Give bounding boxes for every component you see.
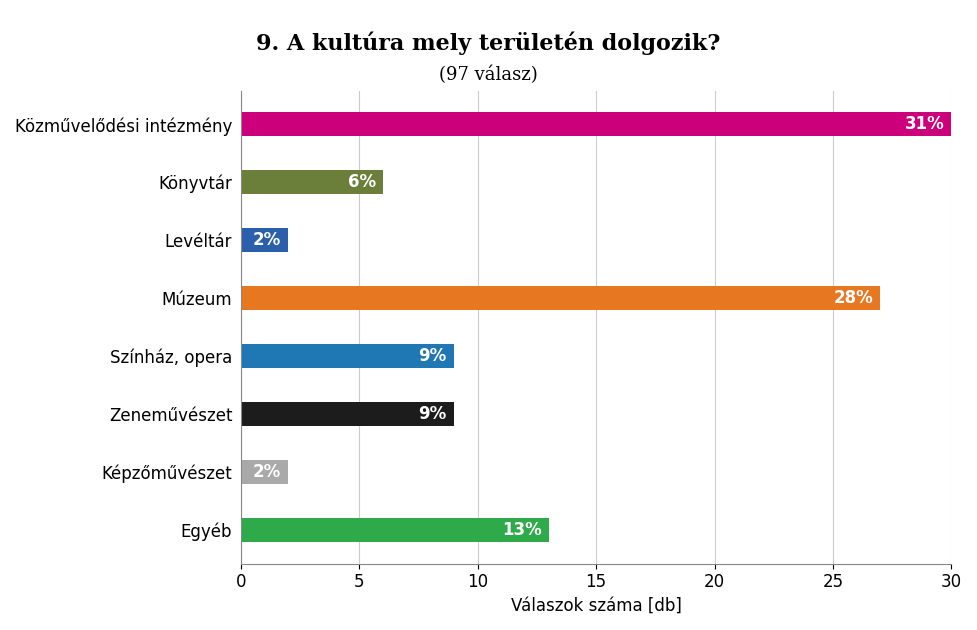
Text: 6%: 6% [348,173,376,192]
X-axis label: Válaszok száma [db]: Válaszok száma [db] [511,597,682,615]
Text: (97 válasz): (97 válasz) [439,66,538,84]
Text: 31%: 31% [905,115,945,134]
Bar [240,402,454,427]
Text: 28%: 28% [833,289,873,307]
Text: 9%: 9% [418,347,446,365]
Bar [240,228,288,253]
Bar [240,286,880,311]
Bar [240,518,549,542]
Text: 9. A kultúra mely területén dolgozik?: 9. A kultúra mely területén dolgozik? [256,32,721,55]
Text: 9%: 9% [418,405,446,423]
Bar [240,170,383,195]
Bar [240,344,454,369]
Text: 13%: 13% [502,521,541,539]
Text: 2%: 2% [253,231,281,249]
Bar [240,112,952,137]
Bar [240,460,288,484]
Text: 2%: 2% [253,463,281,481]
